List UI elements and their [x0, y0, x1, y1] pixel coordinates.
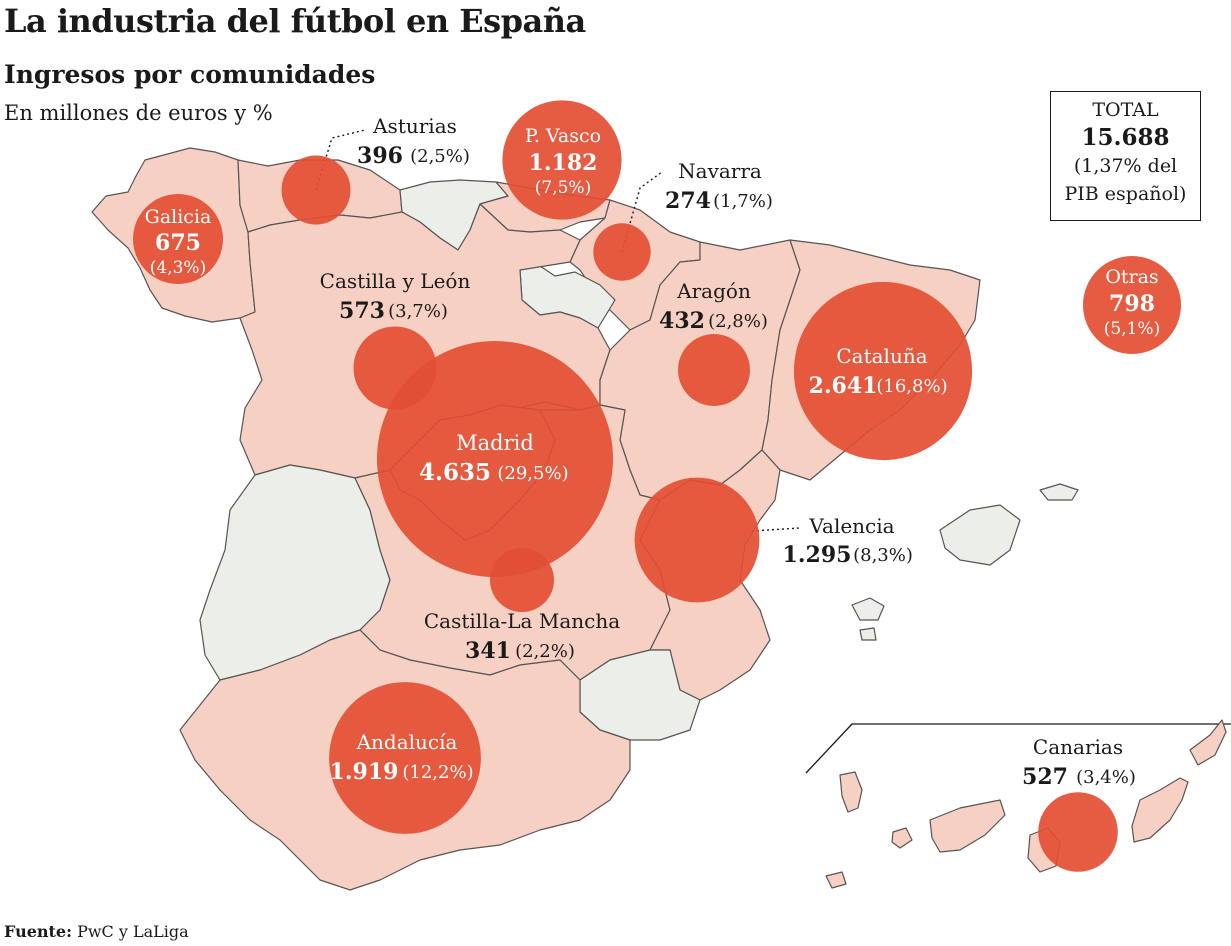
- label-canarias-value: 527: [1022, 764, 1068, 790]
- label-galicia-name: Galicia: [145, 206, 212, 228]
- label-pvasco-value: 1.182: [529, 150, 598, 176]
- label-asturias-pct: (2,5%): [410, 146, 470, 167]
- label-cataluna-value: 2.641: [809, 373, 878, 399]
- bubble-otras: [1083, 256, 1181, 354]
- leader-valencia: [751, 527, 801, 532]
- bubble-layer: [133, 100, 1181, 872]
- label-canarias-pct: (3,4%): [1076, 767, 1136, 788]
- label-clm-pct: (2,2%): [515, 641, 575, 662]
- label-andalucia-value: 1.919: [330, 759, 399, 785]
- leader-lines: [315, 129, 801, 532]
- bubble-valencia: [634, 477, 760, 603]
- shape-formentera: [859, 627, 877, 641]
- shape-fuerteventura: [1131, 777, 1189, 843]
- shape-ibiza: [851, 597, 885, 621]
- total-box: TOTAL 15.688 (1,37% del PIB español): [1050, 91, 1201, 221]
- label-cyl-name: Castilla y León: [320, 269, 471, 293]
- chart-title: La industria del fútbol en España: [4, 2, 586, 40]
- total-value: 15.688: [1081, 124, 1170, 151]
- shape-elhierro: [825, 871, 847, 889]
- label-cyl-pct: (3,7%): [388, 301, 448, 322]
- label-andalucia-pct: (12,2%): [402, 762, 473, 783]
- bubble-navarra: [593, 223, 651, 281]
- label-aragon-name: Aragón: [676, 279, 751, 303]
- bubble-madrid: [377, 341, 613, 577]
- label-pvasco-name: P. Vasco: [525, 125, 601, 147]
- shape-lapalma: [839, 771, 863, 813]
- label-valencia-pct: (8,3%): [853, 545, 913, 566]
- label-galicia-pct: (4,3%): [150, 258, 206, 278]
- leader-navarra: [621, 171, 663, 253]
- total-note-2: PIB español): [1064, 183, 1187, 205]
- bubble-canarias: [1038, 792, 1118, 872]
- label-cataluna-pct: (16,8%): [876, 376, 947, 397]
- label-madrid-name: Madrid: [456, 431, 534, 455]
- label-otras-name: Otras: [1105, 266, 1158, 288]
- label-madrid-pct: (29,5%): [497, 463, 568, 484]
- shape-lagomera: [891, 827, 913, 849]
- label-aragon-pct: (2,8%): [708, 311, 768, 332]
- label-galicia-value: 675: [155, 230, 201, 256]
- label-valencia-value: 1.295: [783, 542, 852, 568]
- label-canarias-name: Canarias: [1033, 735, 1123, 759]
- label-andalucia-name: Andalucía: [356, 730, 458, 754]
- label-layer: Galicia 675 (4,3%) Asturias 396 (2,5%) P…: [145, 114, 1161, 790]
- label-valencia-name: Valencia: [808, 514, 894, 538]
- label-otras-value: 798: [1109, 291, 1155, 317]
- shape-lanzarote: [1189, 719, 1227, 766]
- shape-tenerife: [929, 799, 1006, 853]
- units-note: En millones de euros y %: [4, 101, 273, 125]
- shape-menorca: [1039, 483, 1079, 501]
- bubble-castilla-la-mancha: [490, 548, 554, 612]
- label-cataluna-name: Cataluña: [836, 344, 927, 368]
- source-label: Fuente:: [4, 922, 72, 941]
- label-clm-name: Castilla-La Mancha: [424, 609, 620, 633]
- bubble-arag-n: [678, 334, 750, 406]
- source-note: Fuente: PwC y LaLiga: [4, 922, 189, 941]
- label-otras-pct: (5,1%): [1104, 319, 1160, 339]
- label-asturias-name: Asturias: [372, 114, 457, 138]
- label-madrid-value: 4.635: [419, 459, 491, 486]
- source-text: PwC y LaLiga: [77, 922, 189, 941]
- chart-subtitle: Ingresos por comunidades: [4, 60, 376, 89]
- label-pvasco-pct: (7,5%): [535, 178, 591, 198]
- total-note-1: (1,37% del: [1073, 155, 1178, 177]
- canarias-inset-frame: [805, 723, 1231, 774]
- shape-mallorca: [939, 504, 1021, 566]
- bubble-p-vasco: [502, 100, 622, 220]
- label-navarra-value: 274: [665, 188, 711, 214]
- label-aragon-value: 432: [659, 308, 705, 334]
- label-asturias-value: 396: [357, 143, 403, 169]
- total-label: TOTAL: [1092, 99, 1159, 121]
- label-navarra-name: Navarra: [678, 159, 762, 183]
- bubble-andaluc-a: [329, 682, 481, 834]
- bubble-catalu-a: [793, 281, 973, 461]
- label-navarra-pct: (1,7%): [713, 191, 773, 212]
- bubble-galicia: [133, 194, 223, 284]
- bubble-asturias: [281, 155, 351, 225]
- label-clm-value: 341: [465, 638, 511, 664]
- label-cyl-value: 573: [339, 298, 385, 324]
